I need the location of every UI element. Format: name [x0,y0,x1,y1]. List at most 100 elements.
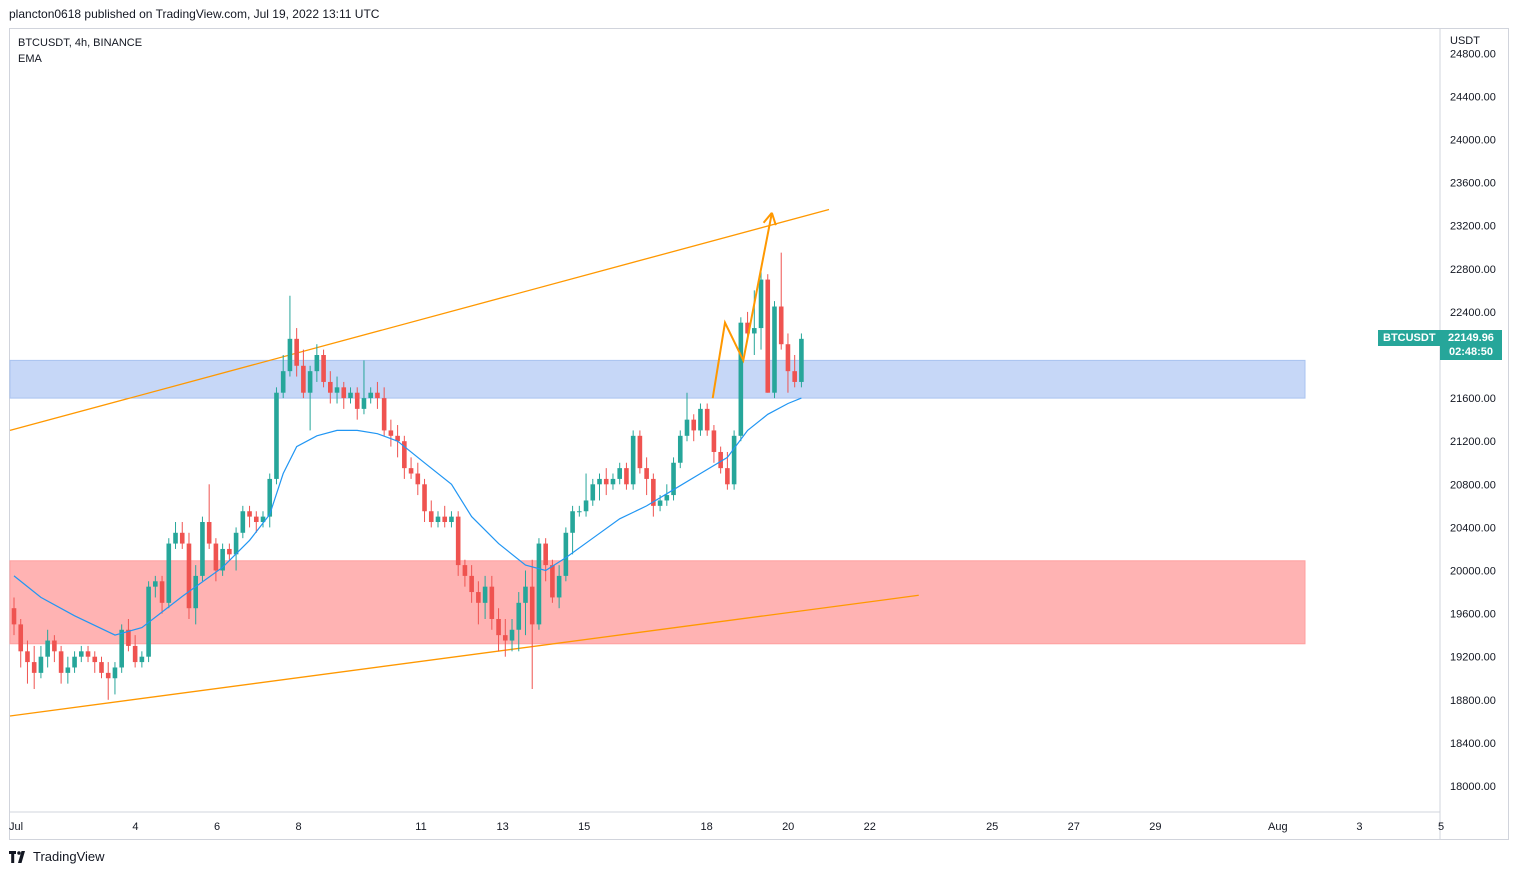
candle-body [449,516,454,523]
candle [99,656,104,679]
candle-body [442,516,448,523]
candle-body [253,516,259,523]
candle [482,575,488,619]
candle-body [577,511,582,513]
candle-body [31,662,37,673]
candle-body [462,565,468,576]
candle [651,473,656,517]
candle [159,575,165,614]
candle [247,505,252,528]
candle-body [206,522,212,544]
candle [637,430,643,474]
candle-body [597,478,602,485]
candle [442,505,448,528]
candle [462,559,468,587]
candle [85,645,91,663]
candle [233,527,239,571]
price-tick-label: 22400.00 [1450,307,1496,319]
candle [334,376,340,404]
footer-brand[interactable]: TradingView [9,849,105,864]
candle [328,371,333,404]
ema-line [13,397,802,636]
price-tick-label: 18400.00 [1450,738,1496,750]
candle-body [65,667,71,673]
candle-body [307,371,313,393]
candle [489,575,495,630]
time-tick-label: 15 [578,821,590,833]
candle-body [287,338,293,372]
candle [186,532,192,619]
price-tick-label: 18800.00 [1450,695,1496,707]
price-tick-label: 21200.00 [1450,436,1496,448]
candle [469,565,474,603]
candle-body [671,462,676,496]
candle-body [415,473,421,485]
candle-body [186,543,192,609]
candle [193,565,199,625]
candle [529,559,535,690]
candle [671,457,676,501]
candle-body [99,662,104,673]
candle-body [402,441,407,469]
candle [65,656,71,684]
candle [449,511,454,528]
candle-body [509,629,515,641]
candle [348,387,353,404]
candle [354,387,360,420]
candle-body [523,586,528,603]
candle [388,419,394,447]
candle [644,457,649,496]
candle-body [496,618,501,636]
candle-body [482,586,488,603]
time-tick-label: 11 [415,821,426,833]
candle-body [220,548,225,571]
candle [280,355,286,399]
candle-body [624,468,629,485]
candle-body [563,532,569,576]
bar-countdown: 02:48:50 [1448,346,1494,358]
candle [664,484,670,506]
candle [38,645,44,679]
candle [792,355,797,388]
candle [301,349,306,399]
candle [220,543,225,576]
candle-body [267,478,273,517]
candle-body [368,392,373,399]
resistance-zone [9,359,1306,399]
candle-body [381,398,387,431]
candle [691,414,697,442]
candle-body [738,322,744,436]
candle [206,484,212,549]
candle [314,344,320,382]
candle-body [301,365,306,393]
candle-body [79,651,84,657]
candle [227,543,232,560]
candle [126,618,131,652]
trendline-1 [9,594,919,717]
candle [556,565,562,609]
candle [725,451,730,490]
candle [381,387,387,436]
candle [119,624,124,673]
trendlines-layer [9,208,919,717]
ema-layer [13,397,802,636]
price-tick-label: 20800.00 [1450,479,1496,491]
candle [11,597,17,636]
candle-body [72,656,77,668]
candle-body [341,387,347,399]
candle-body [677,435,683,463]
price-tick-label: 22800.00 [1450,264,1496,276]
candle [375,381,380,409]
candle-body [132,645,138,663]
candle-body [637,435,643,469]
candle [72,651,77,673]
candle [415,462,421,496]
candle-body [583,500,589,512]
candle [677,430,683,469]
candle-body [745,322,750,334]
candle-body [792,371,797,382]
candle-body [166,543,172,603]
legend-symbol: BTCUSDT, 4h, BINANCE [18,37,143,49]
candle-body [476,592,481,603]
